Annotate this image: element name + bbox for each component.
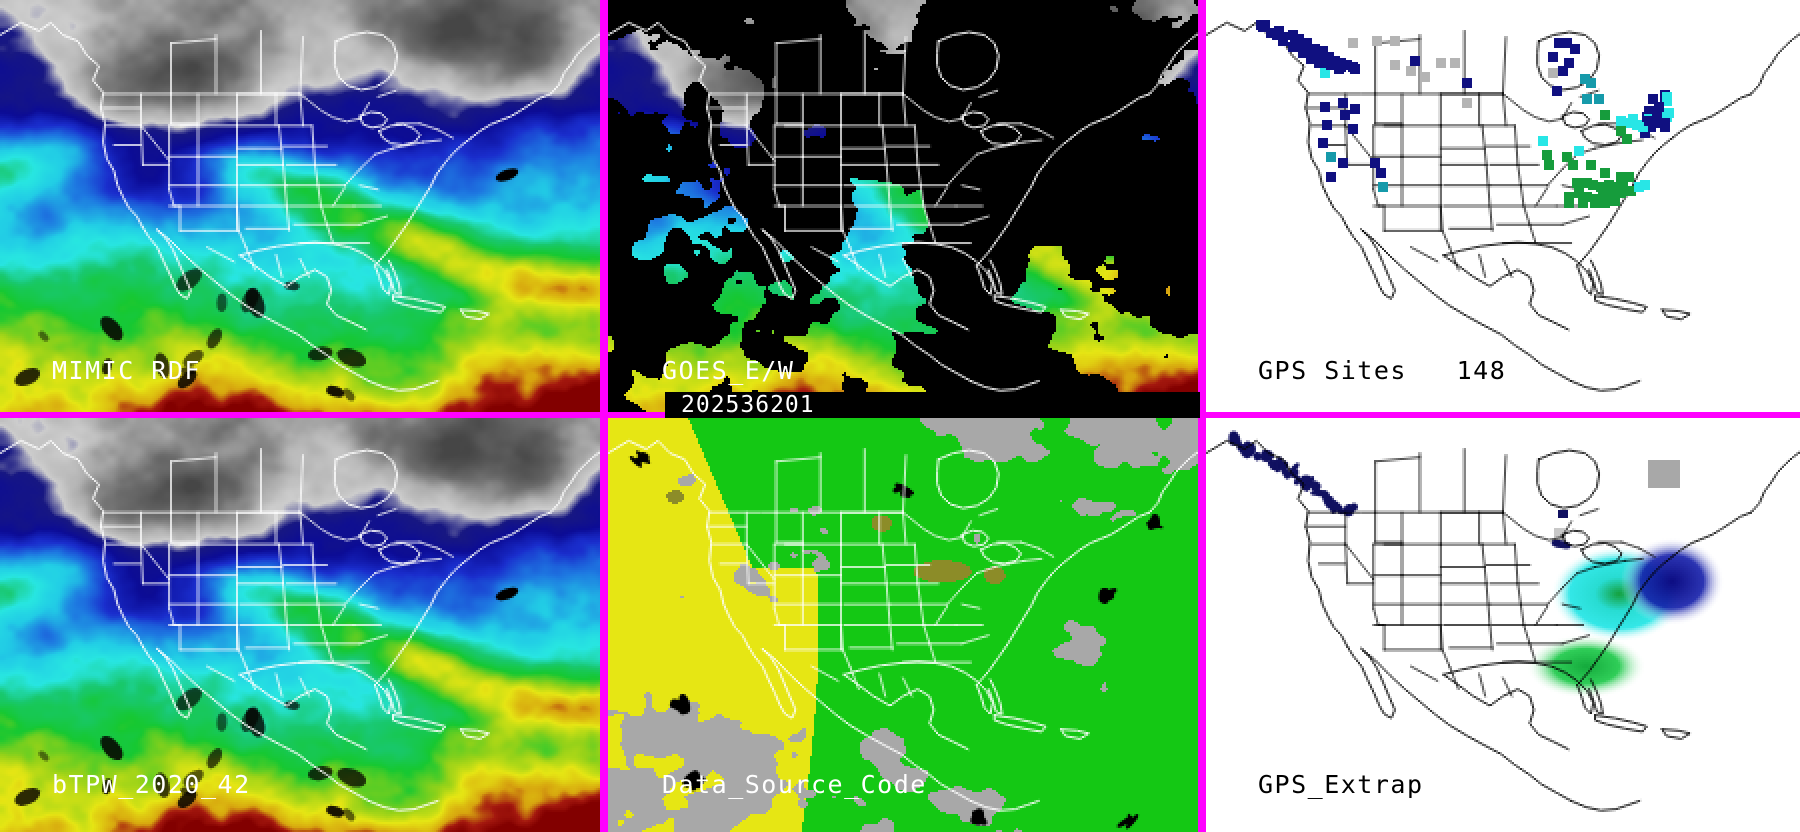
- panel-data-source-code[interactable]: [608, 418, 1198, 832]
- timestamp-value: 202536201: [681, 392, 815, 418]
- timestamp-strip: 202536201: [665, 392, 1200, 418]
- panel-gps-sites[interactable]: [1206, 0, 1800, 412]
- panel-mimic-rdf[interactable]: [0, 0, 600, 412]
- panel-goes-ew[interactable]: [608, 0, 1198, 412]
- panel-gps-extrap[interactable]: [1206, 418, 1800, 832]
- panel-btpw[interactable]: [0, 418, 600, 832]
